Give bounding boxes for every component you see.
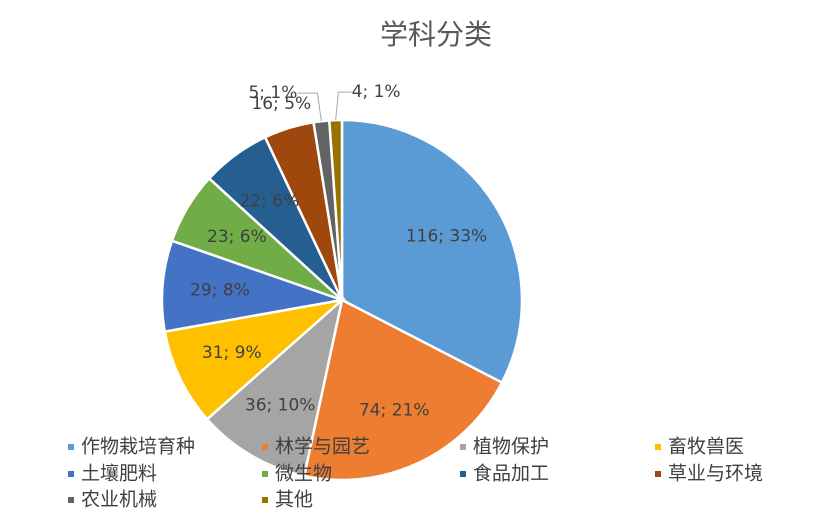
- legend-label: 林学与园艺: [275, 436, 370, 458]
- data-label: 5; 1%: [248, 83, 297, 103]
- legend-label: 畜牧兽医: [668, 436, 744, 458]
- data-label: 4; 1%: [352, 82, 401, 102]
- legend-marker: [262, 471, 268, 477]
- data-label: 23; 6%: [207, 227, 267, 247]
- legend-marker: [460, 471, 466, 477]
- legend-label: 土壤肥料: [81, 463, 157, 485]
- legend-label: 食品加工: [473, 463, 549, 485]
- data-label: 29; 8%: [190, 280, 250, 300]
- legend-label: 微生物: [275, 463, 332, 485]
- chart-title: 学科分类: [380, 18, 492, 51]
- data-label: 36; 10%: [245, 396, 316, 416]
- legend-marker: [655, 444, 661, 450]
- pie-slice: [205, 296, 345, 478]
- legend-marker: [68, 444, 74, 450]
- data-label: 16; 5%: [251, 94, 311, 114]
- data-label: 74; 21%: [359, 401, 430, 421]
- legend-marker: [460, 444, 466, 450]
- data-label: 116; 33%: [406, 226, 487, 246]
- pie-slice: [163, 297, 347, 421]
- legend-marker: [68, 471, 74, 477]
- pie-slice: [302, 298, 504, 482]
- data-label: 31; 9%: [202, 343, 262, 363]
- pie-slice: [340, 118, 524, 385]
- pie-slice: [160, 239, 347, 334]
- legend-label: 其他: [275, 489, 313, 511]
- legend-marker: [262, 497, 268, 503]
- leader-line: [335, 91, 352, 121]
- legend-label: 草业与环境: [668, 463, 763, 485]
- legend-label: 植物保护: [473, 436, 549, 458]
- legend-marker: [655, 471, 661, 477]
- legend-label: 作物栽培育种: [81, 436, 195, 458]
- data-label: 22; 6%: [239, 191, 299, 211]
- legend-marker: [68, 497, 74, 503]
- legend-marker: [262, 444, 268, 450]
- legend-label: 农业机械: [81, 489, 157, 511]
- leader-line: [297, 92, 322, 122]
